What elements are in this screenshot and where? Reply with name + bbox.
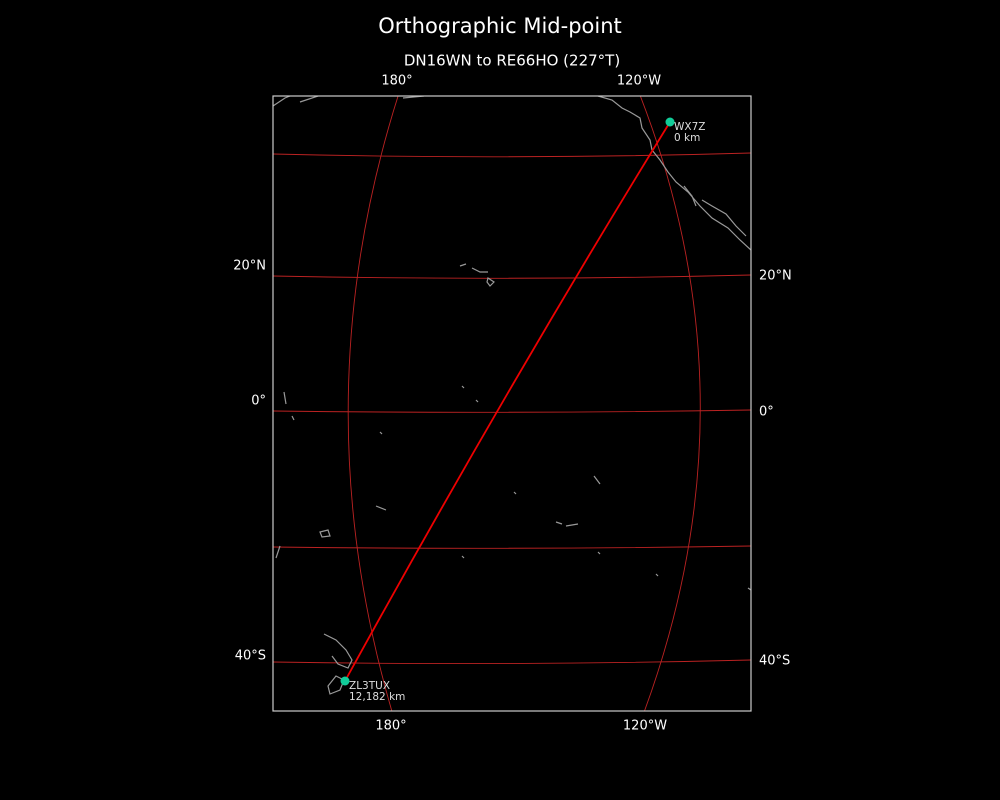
subtitle: DN16WN to RE66HO (227°T)	[404, 52, 620, 70]
station-marker	[340, 676, 350, 686]
map-frame	[272, 95, 752, 712]
left-label: 40°S	[235, 649, 266, 664]
right-label: 40°S	[759, 654, 790, 669]
title: Orthographic Mid-point	[378, 14, 622, 38]
graticule-labels: 180° 120°W 180° 120°W 20°N 0° 40°S 20°N …	[233, 74, 792, 734]
station-call: ZL3TUX	[349, 680, 390, 692]
right-label: 20°N	[759, 269, 792, 284]
right-label: 0°	[759, 405, 774, 420]
left-label: 0°	[251, 394, 266, 409]
station-distance: 12,182 km	[349, 691, 405, 703]
great-circle-path	[344, 121, 671, 682]
coastlines	[273, 96, 751, 695]
bottom-label: 180°	[375, 719, 406, 734]
top-label: 180°	[381, 74, 412, 89]
map-body	[273, 96, 751, 711]
station-call: WX7Z	[674, 121, 705, 133]
stations: WX7Z 0 km ZL3TUX 12,182 km	[340, 117, 705, 703]
graticule	[273, 96, 751, 711]
top-label: 120°W	[617, 74, 661, 89]
station-marker	[665, 117, 675, 127]
station-distance: 0 km	[674, 132, 700, 144]
left-label: 20°N	[233, 259, 266, 274]
bottom-label: 120°W	[623, 719, 667, 734]
